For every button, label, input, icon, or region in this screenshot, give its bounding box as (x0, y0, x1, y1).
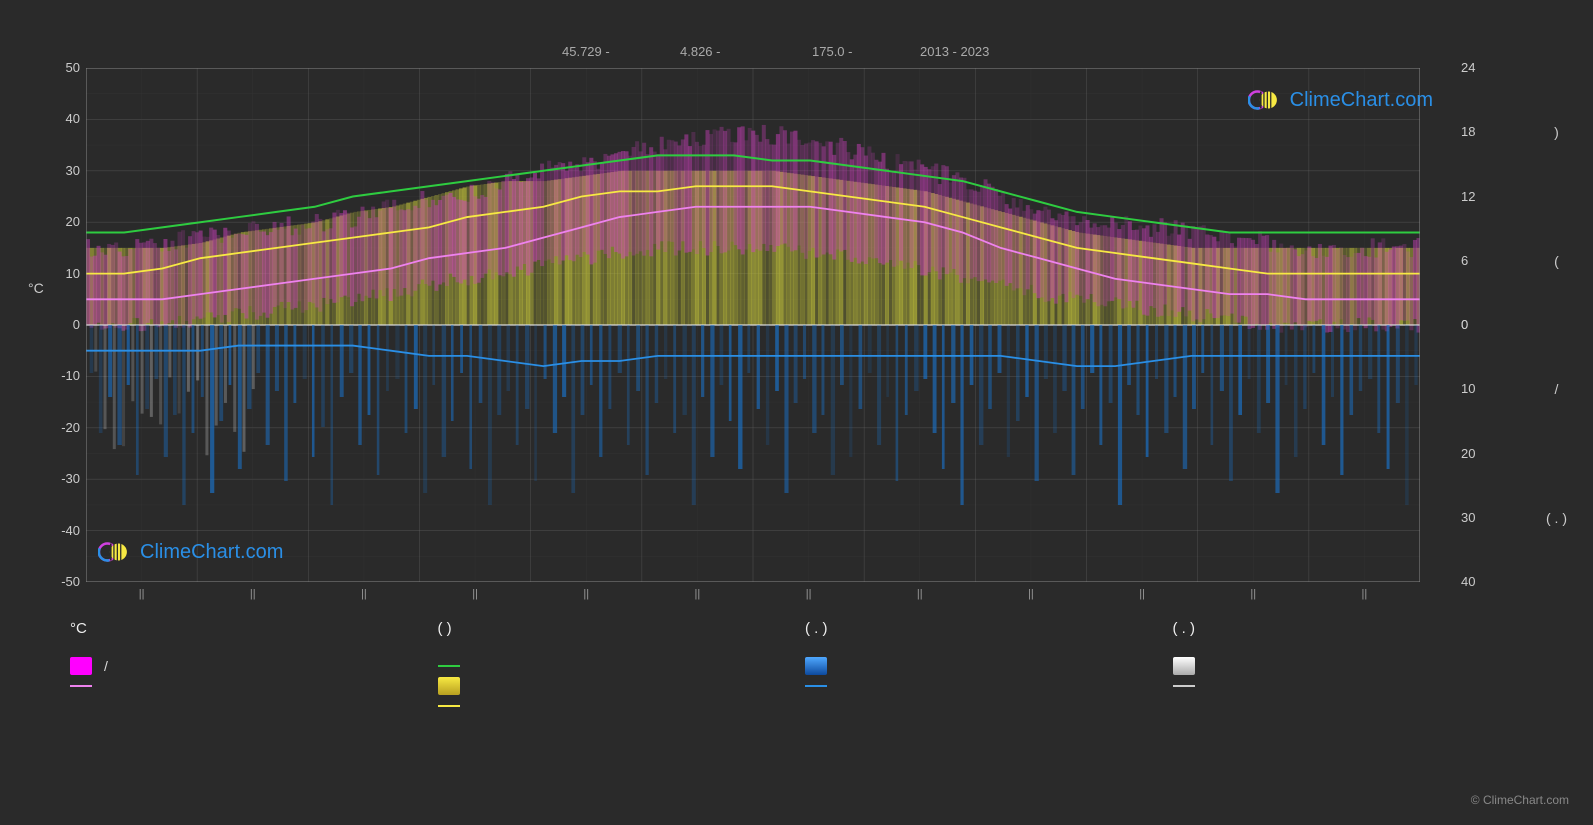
y-tick-left: -20 (52, 420, 80, 435)
x-tick-month: || (139, 588, 145, 600)
legend-item (1173, 676, 1521, 696)
climechart-icon (1248, 86, 1282, 114)
legend-swatch (1173, 685, 1195, 687)
legend-header: ( . ) (805, 620, 1153, 638)
logo-bottom: ClimeChart.com (98, 538, 283, 566)
y-tick-right-bottom: 40 (1461, 574, 1485, 589)
y-axis-left-label: °C (28, 280, 44, 296)
legend-swatch (438, 665, 460, 667)
y-tick-right-bottom: 0 (1461, 317, 1485, 332)
y-tick-right-top: 18 (1461, 124, 1485, 139)
legend-col-sun: ( ) (438, 620, 786, 716)
logo-top: ClimeChart.com (1248, 86, 1433, 114)
legend-swatch (438, 705, 460, 707)
x-tick-month: || (583, 588, 589, 600)
x-tick-month: || (472, 588, 478, 600)
y-tick-left: -40 (52, 523, 80, 538)
legend-col-precip: ( . ) (805, 620, 1153, 716)
x-tick-month: || (361, 588, 367, 600)
y-tick-left: 30 (52, 163, 80, 178)
legend-swatch (805, 685, 827, 687)
x-tick-month: || (250, 588, 256, 600)
legend-item (438, 676, 786, 696)
y-tick-right-bottom: 10 (1461, 381, 1485, 396)
y-tick-left: -10 (52, 368, 80, 383)
y-tick-left: 0 (52, 317, 80, 332)
legend-item: / (70, 656, 418, 676)
legend-header: ( . ) (1173, 620, 1521, 638)
x-tick-month: || (1250, 588, 1256, 600)
y-tick-right-top: 12 (1461, 189, 1485, 204)
legend-item (1173, 656, 1521, 676)
x-tick-month: || (695, 588, 701, 600)
legend-col-snow: ( . ) (1173, 620, 1521, 716)
y-tick-right-top: 24 (1461, 60, 1485, 75)
climate-chart (86, 68, 1420, 582)
y-tick-left: 10 (52, 266, 80, 281)
y-tick-right-bottom: 30 (1461, 510, 1485, 525)
y-tick-left: 20 (52, 214, 80, 229)
y-tick-left: 50 (52, 60, 80, 75)
x-tick-month: || (1139, 588, 1145, 600)
chart-canvas (86, 68, 1420, 582)
y-tick-left: -50 (52, 574, 80, 589)
legend-swatch (70, 657, 92, 675)
legend-item (438, 656, 786, 676)
legend-label: / (104, 658, 108, 674)
x-tick-month: || (806, 588, 812, 600)
legend: °C / ( ) ( . ) ( . ) (70, 620, 1520, 716)
logo-text: ClimeChart.com (140, 541, 283, 564)
copyright: © ClimeChart.com (1471, 793, 1569, 807)
legend-swatch (805, 657, 827, 675)
legend-item (805, 656, 1153, 676)
x-tick-month: || (1362, 588, 1368, 600)
legend-item (70, 676, 418, 696)
y-tick-right-top: 6 (1461, 253, 1485, 268)
legend-swatch (70, 685, 92, 687)
x-tick-month: || (917, 588, 923, 600)
climechart-icon (98, 538, 132, 566)
legend-swatch (438, 677, 460, 695)
legend-col-temp: °C / (70, 620, 418, 716)
legend-item (438, 696, 786, 716)
legend-header: °C (70, 620, 418, 638)
logo-text: ClimeChart.com (1290, 89, 1433, 112)
y-tick-left: 40 (52, 111, 80, 126)
y-tick-left: -30 (52, 471, 80, 486)
y-axis-right-labels: ) ( / ( . ) (1546, 68, 1567, 582)
legend-swatch (1173, 657, 1195, 675)
y-tick-right-bottom: 20 (1461, 446, 1485, 461)
x-tick-month: || (1028, 588, 1034, 600)
legend-item (805, 676, 1153, 696)
legend-header: ( ) (438, 620, 786, 638)
